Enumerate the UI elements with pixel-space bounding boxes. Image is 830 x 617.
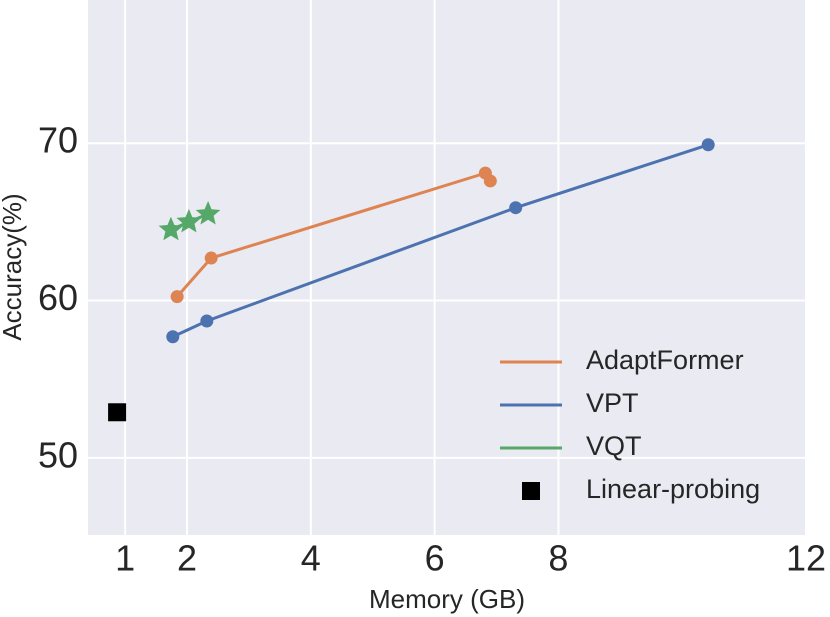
x-axis-label: Memory (GB) — [369, 584, 525, 614]
legend-label: AdaptFormer — [586, 345, 744, 375]
x-tick-label: 12 — [786, 538, 826, 579]
point — [204, 251, 218, 265]
x-tick-label: 6 — [425, 538, 445, 579]
point — [166, 330, 180, 344]
y-tick-label: 60 — [38, 277, 78, 318]
plot-background — [88, 0, 806, 535]
x-tick-label: 2 — [177, 538, 197, 579]
legend-label: VPT — [586, 388, 639, 418]
point — [509, 201, 523, 215]
y-axis-label: Accuracy(%) — [0, 193, 27, 340]
x-tick-label: 4 — [301, 538, 321, 579]
point — [483, 174, 497, 188]
legend-label: Linear-probing — [586, 474, 760, 504]
x-tick-label: 8 — [548, 538, 568, 579]
point — [701, 138, 715, 152]
series-line — [172, 143, 709, 339]
point — [170, 290, 184, 304]
y-tick-label: 70 — [38, 120, 78, 161]
star-marker — [176, 208, 202, 233]
legend-swatch — [522, 482, 540, 500]
square-marker — [108, 403, 127, 422]
star-marker — [195, 201, 221, 225]
x-tick-label: 1 — [115, 538, 135, 579]
star-marker — [158, 216, 184, 241]
point — [200, 314, 214, 328]
y-tick-label: 50 — [38, 434, 78, 475]
legend-label: VQT — [586, 431, 642, 461]
